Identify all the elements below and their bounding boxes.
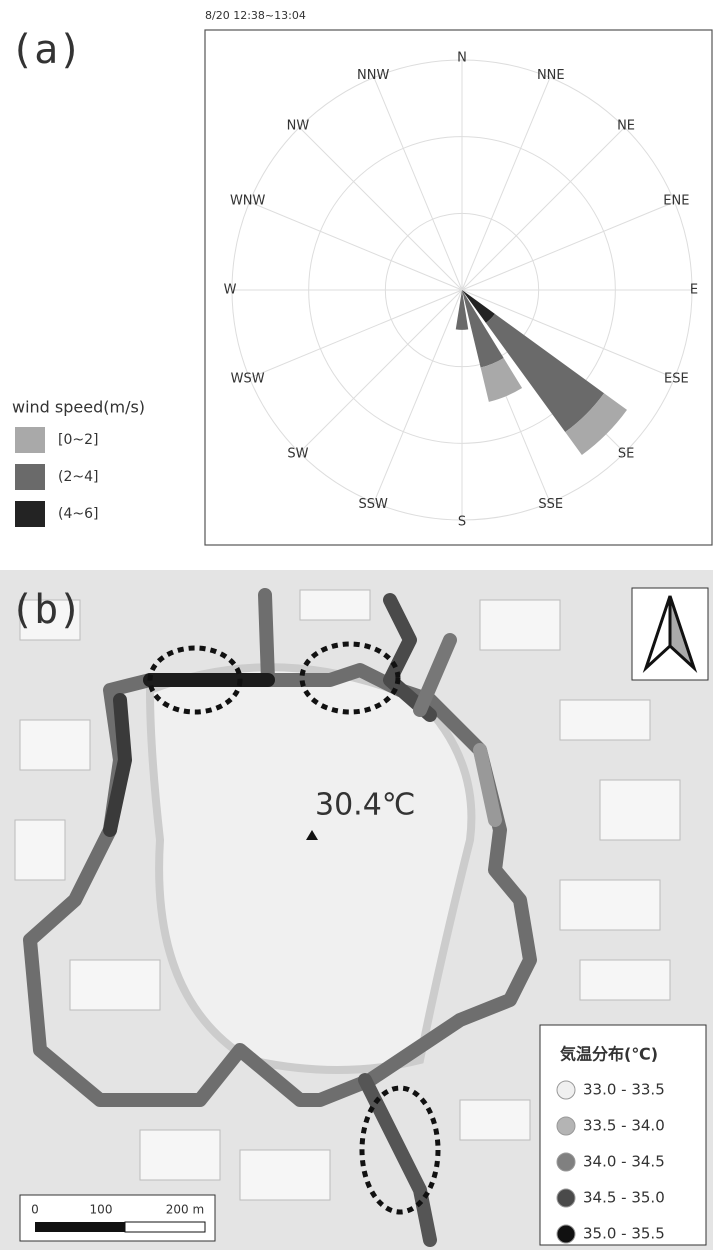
panel-label: (a) [10,27,82,73]
direction-label: W [224,283,237,298]
legend-title: wind speed(m/s) [12,398,145,417]
spoke [461,127,625,291]
direction-label: NW [287,118,310,133]
plot-frame [204,29,713,546]
spoke [249,289,463,379]
wedge [462,290,504,368]
legend-label: 33.5 - 34.0 [583,1117,665,1135]
spoke [373,77,463,291]
scale-label: 200 m [166,1203,204,1217]
legend-title: 気温分布(℃) [560,1045,658,1064]
wedge [462,290,495,323]
legend-label: 35.0 - 35.5 [583,1225,665,1243]
spoke [373,289,463,503]
direction-label: N [457,51,467,66]
highlight-ellipses [147,641,441,1215]
direction-label: ENE [663,194,689,209]
direction-label: ESE [664,371,689,386]
legend-label: 34.0 - 34.5 [583,1153,665,1171]
legend-label: [0~2] [58,432,98,448]
scale-bar [35,1222,125,1232]
direction-label: E [690,283,698,298]
spoke [249,201,463,291]
spoke [299,289,463,453]
marker [306,830,318,840]
legend-swatch [556,1224,576,1244]
annotation: 30.4℃ [315,788,416,823]
direction-label: NNE [537,68,565,83]
map-legend: 33.0 - 33.5 33.5 - 34.0 34.0 - 34.5 34.5 - … [556,1080,665,1244]
scale-bar-box [19,1194,216,1242]
panel-label: (b) [10,587,82,633]
legend-label: (4~6] [58,506,98,522]
spoke [461,77,551,291]
route [23,588,537,1247]
scale-bar [124,1221,206,1233]
spoke [461,289,675,379]
scale-label: 0 [31,1203,39,1217]
chart-title: 8/20 12:38~13:04 [205,9,306,22]
wedge [485,313,605,433]
legend-swatch [15,427,45,453]
direction-label: S [458,515,466,530]
legend-swatch [15,501,45,527]
legend-swatch [556,1152,576,1172]
direction-label: WNW [230,194,266,209]
rose: N NNE NE ENE E ESE SE SSE S SSW SW WSW W WNW NW NNW [0~2… [15,51,698,530]
direction-label: SSE [538,497,563,512]
scale-label: 100 [90,1203,113,1217]
wedge [455,290,469,330]
direction-label: NNW [357,68,389,83]
spoke [299,127,463,291]
map: 30.4℃ (b) 0 100 200 m 気温分布(℃) 33.0 - 33.… [0,570,713,1250]
legend-swatch [15,464,45,490]
legend-label: 33.0 - 33.5 [583,1081,665,1099]
legend-swatch [556,1116,576,1136]
legend-swatch [556,1080,576,1100]
park [145,663,476,1074]
north-arrow [668,595,698,674]
spoke [461,201,675,291]
legend-swatch [556,1188,576,1208]
direction-label: SE [618,447,634,462]
legend-label: 34.5 - 35.0 [583,1189,665,1207]
direction-label: SW [287,447,308,462]
direction-label: WSW [231,371,265,386]
wedge [565,393,627,455]
direction-label: SSW [359,497,389,512]
direction-label: NE [617,118,635,133]
wedge [480,357,523,402]
legend-label: (2~4] [58,469,98,485]
